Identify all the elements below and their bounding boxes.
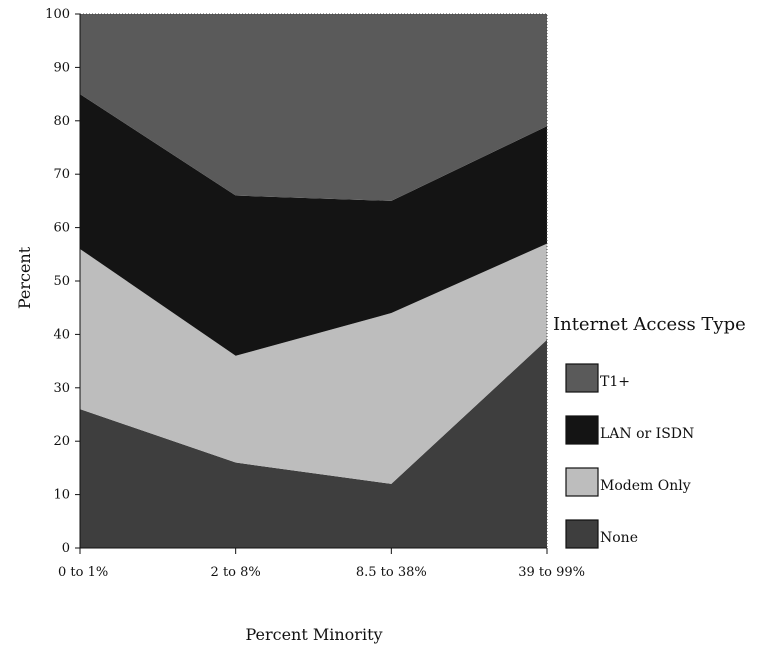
y-tick-label: 30 [53,381,70,396]
legend-label: None [600,530,638,546]
y-tick-label: 80 [53,114,70,129]
x-tick-label: 39 to 99% [518,565,585,580]
area-layers [79,13,548,549]
y-tick-label: 100 [45,7,70,22]
x-axis: 0 to 1% 2 to 8% 8.5 to 38% 39 to 99% [58,547,585,580]
x-axis-title: Percent Minority [245,625,382,644]
area-modem-only [80,243,547,484]
area-t1- [80,14,547,201]
y-tick-label: 20 [53,434,70,449]
y-tick-label: 10 [53,488,70,503]
y-axis-title: Percent [15,246,34,309]
area-none [80,339,547,548]
y-axis: 0 10 20 30 40 50 60 70 80 90 100 [45,7,81,556]
legend: T1+ LAN or ISDN Modem Only None [565,363,694,549]
x-tick-label: 2 to 8% [211,565,261,580]
legend-label: LAN or ISDN [600,426,694,442]
legend-swatch [565,415,599,445]
y-tick-label: 90 [53,60,70,75]
y-tick-label: 40 [53,327,70,342]
y-tick-label: 70 [53,167,70,182]
x-tick-label: 0 to 1% [58,565,108,580]
y-tick-label: 50 [53,274,70,289]
legend-swatch [565,467,599,497]
y-tick-label: 0 [62,541,70,556]
x-tick-label: 8.5 to 38% [356,565,427,580]
legend-label: Modem Only [600,478,691,494]
legend-swatch [565,519,599,549]
legend-swatch [565,363,599,393]
legend-title: Internet Access Type [553,314,746,335]
y-tick-label: 60 [53,221,70,236]
area-lan-or-isdn [80,94,547,356]
legend-label: T1+ [600,374,630,390]
